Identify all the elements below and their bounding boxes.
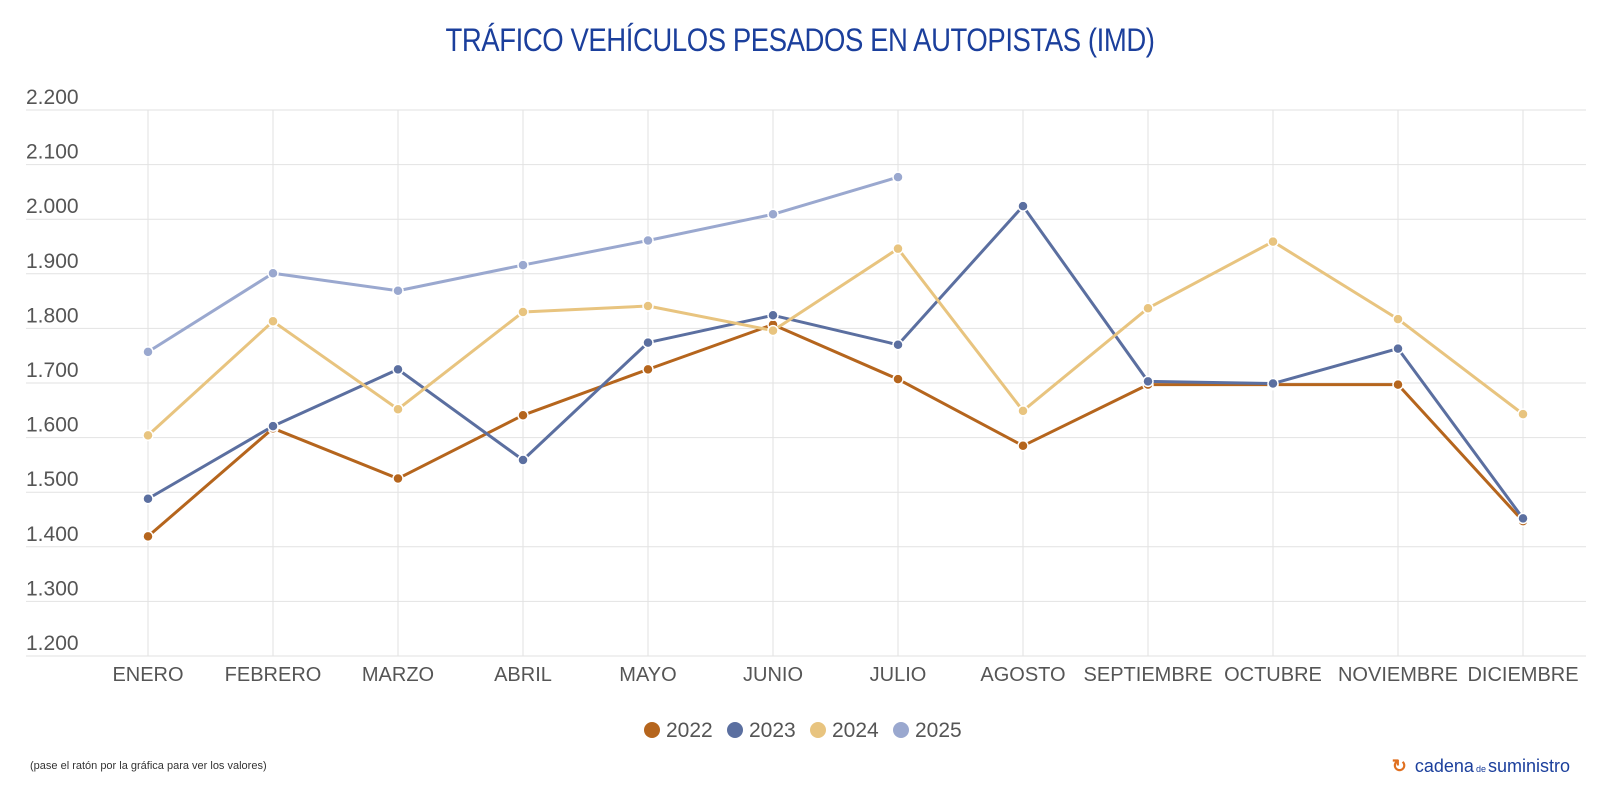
data-point-2023 [892,339,904,351]
y-tick-label: 1.400 [26,523,79,546]
data-point-2025 [392,284,404,297]
x-tick-label: JULIO [870,664,927,686]
x-tick-label: MARZO [362,664,434,686]
logo: ↻ cadena de suministro [1392,756,1570,777]
logo-text-small: de [1475,764,1486,774]
data-point-2023 [1517,512,1529,525]
data-point-2024 [1017,405,1029,417]
data-point-2023 [1267,377,1279,390]
data-point-2024 [1517,408,1529,420]
y-tick-label: 1.800 [26,304,79,327]
y-tick-label: 1.300 [26,577,79,600]
data-point-2024 [142,429,154,442]
data-point-2023 [392,363,404,376]
data-point-2023 [1142,375,1154,388]
y-tick-label: 1.600 [26,414,79,437]
data-point-2024 [1392,313,1404,325]
data-point-2024 [267,315,279,328]
x-tick-label: DICIEMBRE [1467,664,1578,686]
data-point-2022 [142,530,154,543]
legend-marker-2024 [810,722,826,738]
x-tick-label: MAYO [619,664,676,686]
data-point-2025 [267,267,279,280]
y-tick-label: 1.700 [26,359,79,382]
data-point-2025 [892,171,904,183]
y-tick-label: 1.500 [26,468,79,491]
data-point-2022 [517,409,529,421]
series-line-2022 [147,323,1525,538]
data-point-2024 [767,324,779,337]
data-point-2024 [642,300,654,312]
chart-title: TRÁFICO VEHÍCULOS PESADOS EN AUTOPISTAS … [445,22,1155,58]
data-point-2022 [1392,378,1404,391]
logo-icon: ↻ [1391,756,1407,776]
data-point-2025 [142,346,154,358]
x-tick-label: FEBRERO [225,664,322,686]
data-point-2022 [392,472,404,485]
x-tick-label: AGOSTO [980,664,1065,686]
data-point-2025 [642,234,654,247]
data-point-2024 [1267,235,1279,248]
data-point-2023 [142,493,154,505]
data-point-2023 [1392,342,1404,355]
y-tick-label: 2.000 [26,195,79,218]
hover-hint: (pase el ratón por la gráfica para ver l… [30,760,267,772]
legend-marker-2023 [727,722,743,738]
data-point-2025 [517,259,529,271]
logo-text-end: suministro [1487,756,1570,776]
y-tick-label: 1.900 [26,250,79,273]
data-point-2024 [517,306,529,318]
y-tick-label: 2.200 [26,86,79,109]
series-line-2023 [147,204,1525,520]
y-tick-label: 2.100 [26,141,79,164]
legend-label-2024: 2024 [832,719,879,742]
legend-marker-2025 [893,722,909,738]
legend-label-2023: 2023 [749,719,796,742]
data-point-2022 [1017,440,1029,452]
data-point-2024 [392,403,404,415]
logo-text-main: cadena [1414,756,1474,776]
data-point-2022 [642,363,654,376]
data-point-2022 [892,373,904,385]
legend-label-2022: 2022 [666,719,713,742]
series-line-2024 [146,240,1524,437]
data-point-2024 [1142,302,1154,314]
data-point-2025 [767,208,779,221]
y-tick-label: 1.200 [26,632,79,655]
x-tick-label: OCTUBRE [1224,664,1322,686]
x-tick-label: JUNIO [743,664,803,686]
data-point-2023 [267,420,279,432]
data-point-2024 [892,242,904,255]
data-point-2023 [767,309,779,322]
x-tick-label: SEPTIEMBRE [1084,664,1213,686]
x-tick-label: NOVIEMBRE [1338,664,1458,686]
legend-marker-2022 [644,722,660,738]
legend-label-2025: 2025 [915,719,962,742]
data-point-2023 [642,336,654,349]
data-point-2023 [1017,200,1029,212]
data-point-2023 [517,454,529,466]
x-tick-label: ABRIL [494,664,552,686]
x-tick-label: ENERO [112,664,183,686]
